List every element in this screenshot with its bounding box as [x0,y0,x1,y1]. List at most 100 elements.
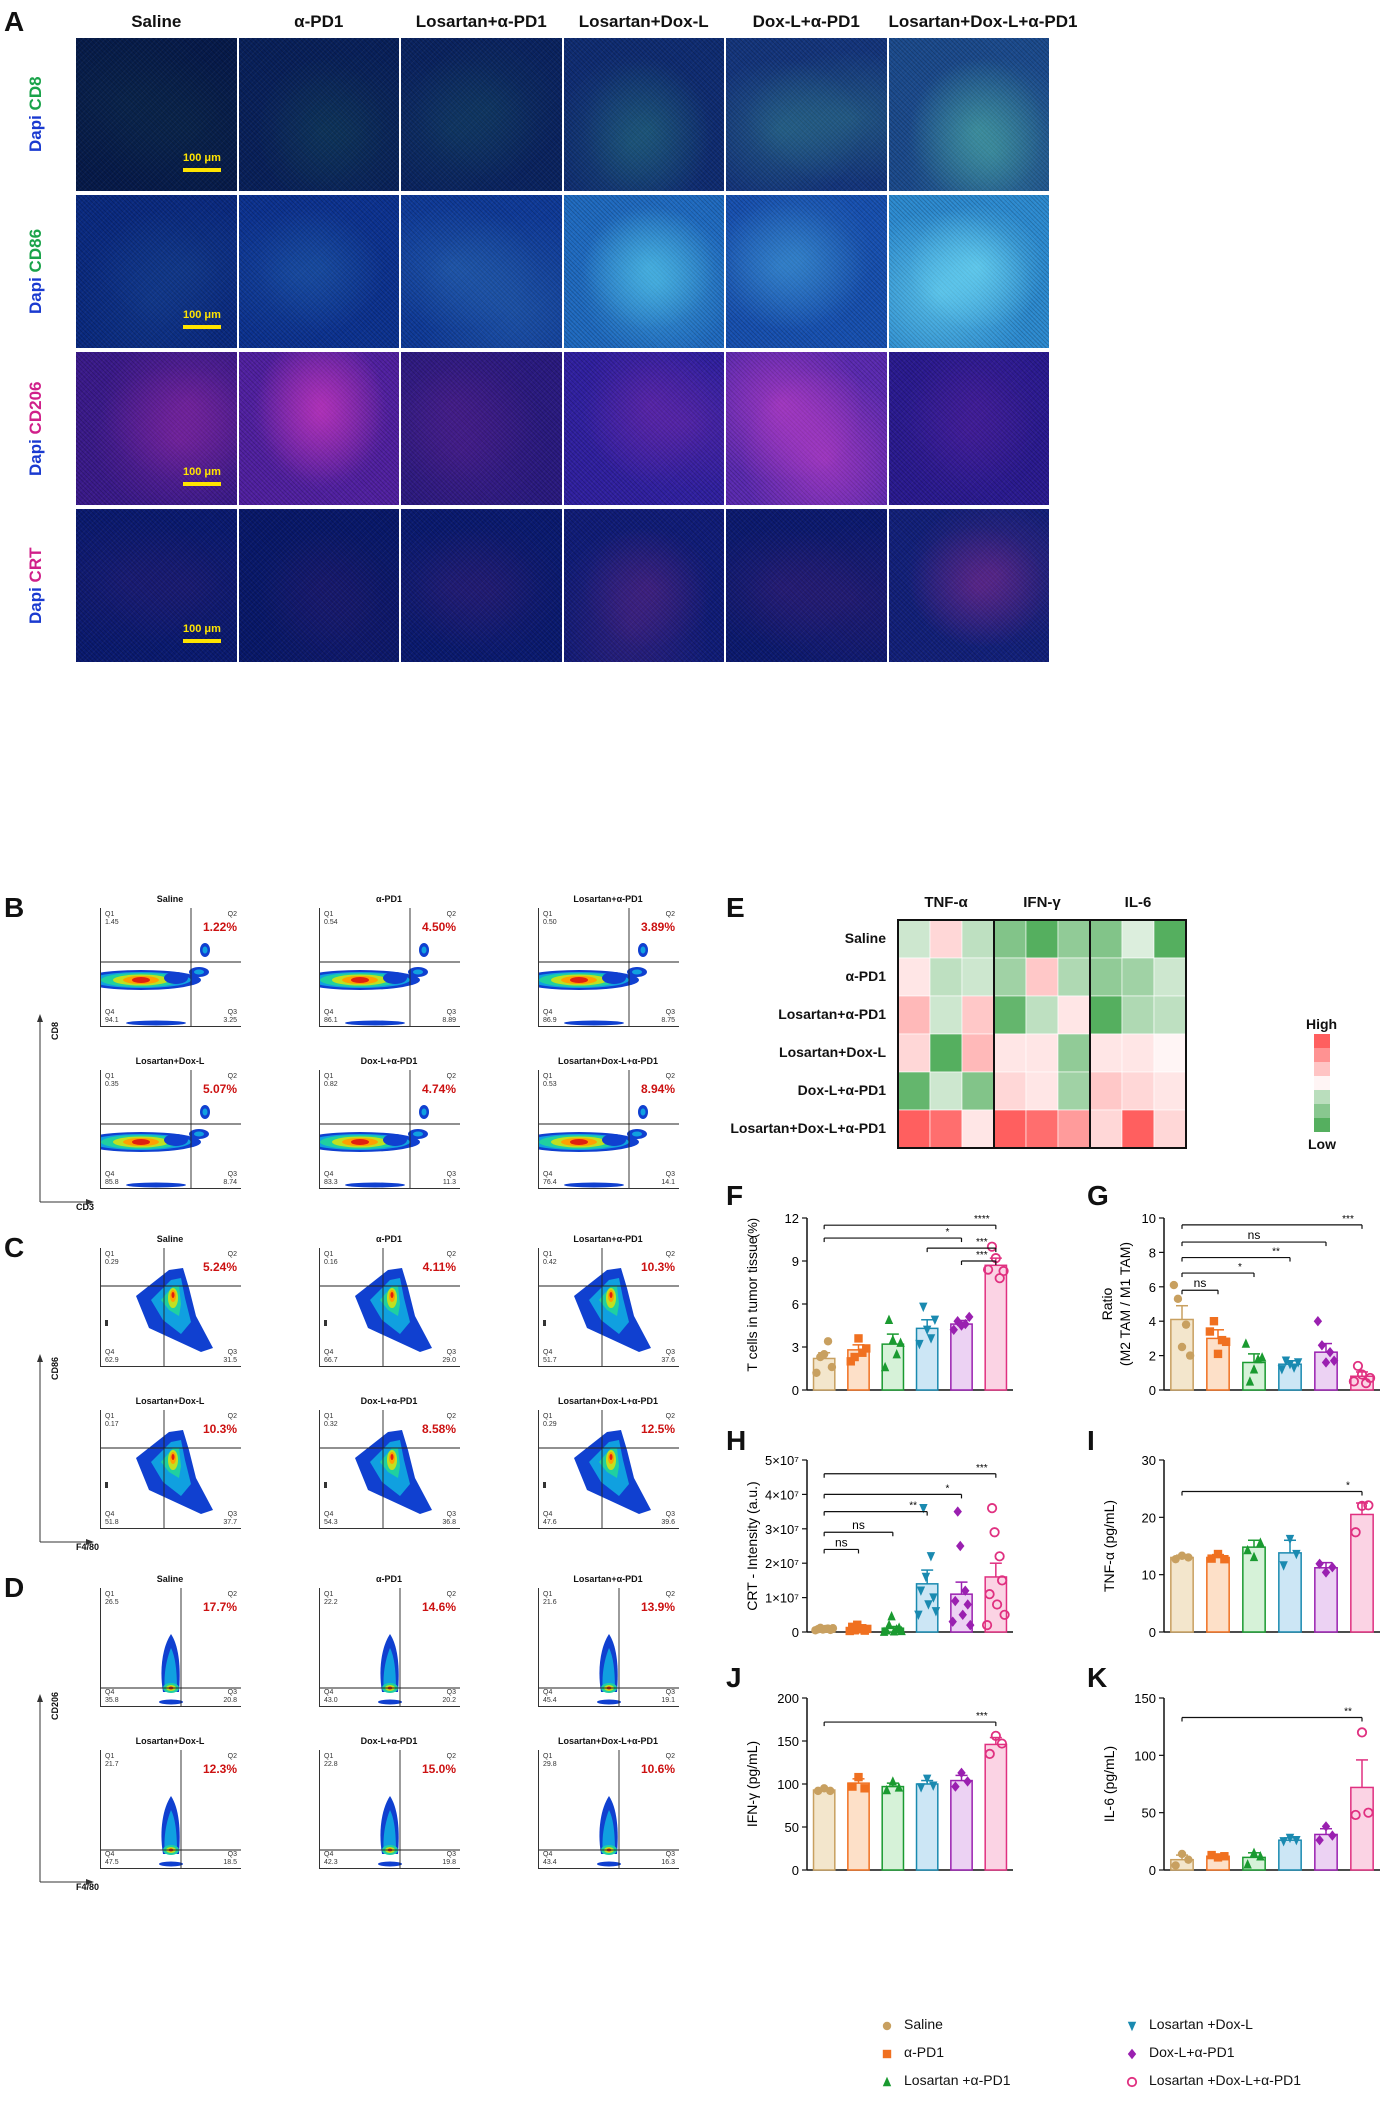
micrograph-tile [238,509,399,662]
quadrant-value-q3: 8.89 [442,1017,456,1024]
data-point [1293,1358,1303,1368]
data-point [1281,1356,1291,1366]
quadrant-value-q4: 51.8 [105,1519,119,1526]
quadrant-label-q2: Q2 [227,1753,237,1760]
micrograph-tile [563,38,724,191]
data-point [921,1572,931,1583]
microscopy-grid: Saline α-PD1 Losartan+α-PD1 Losartan+Dox-L D… [26,12,1393,872]
density-contour [383,972,407,984]
quadrant-label-q4: Q4 [543,1851,553,1858]
heatmap-row-label: Dox-L+α-PD1 [797,1082,886,1098]
data-point [953,1506,962,1517]
data-point [882,1784,891,1795]
significance-label: ns [1248,1228,1261,1242]
quadrant-value-q3: 39.6 [661,1519,675,1526]
flow-plot: Q1 0.42 Q2 10.3% Q4 51.7 Q3 37.6 [538,1248,679,1367]
data-point [991,1599,1003,1610]
quadrant-value-q4: 76.4 [543,1179,557,1186]
row-label-dapi: Dapi [26,582,45,624]
flow-plot: Q1 0.17 Q2 10.3% Q4 51.8 Q3 37.7 [100,1410,241,1529]
heatmap-cell [1057,919,1091,959]
data-point [1350,1527,1361,1538]
column-header-3: Losartan+Dox-L [578,12,709,31]
data-point [1243,1544,1252,1555]
data-point [812,1368,821,1377]
data-point [1317,1340,1327,1351]
quadrant-label-q2: Q2 [665,1251,675,1258]
quadrant-label-q4: Q4 [324,1689,334,1696]
data-point [896,1337,905,1347]
quadrant-value-q1: 0.32 [324,1421,338,1428]
quadrant-percent: 5.07% [202,1082,237,1096]
heatmap-cell [929,919,963,959]
heatmap-cell [929,1033,963,1073]
data-point [826,1786,835,1796]
density-contour [164,972,188,984]
significance-label: *** [1342,1214,1354,1225]
data-point [951,1781,960,1792]
scale-bar [183,639,221,643]
colorbar-step [1314,1034,1330,1048]
quadrant-value-q1: 22.2 [324,1599,338,1606]
heatmap-row-label: α-PD1 [845,968,886,984]
data-point [1220,1554,1229,1564]
y-arrowhead [37,1014,43,1022]
heatmap-cell [993,919,1027,959]
heatmap-cell [1025,1071,1059,1111]
quadrant-percent: 10.6% [640,1762,675,1776]
quadrant-value-q3: 8.75 [661,1017,675,1024]
density-contour [632,1131,642,1137]
heatmap-cell [993,995,1027,1035]
quadrant-label-q2: Q2 [446,1251,456,1258]
row-label-dapi: Dapi [26,110,45,153]
quadrant-label-q4: Q4 [324,1009,334,1016]
quadrant-value-q3: 20.2 [442,1697,456,1704]
data-point [984,1748,995,1760]
heatmap-cell [1121,957,1155,997]
heatmap-cell [1153,957,1187,997]
heatmap-cell [993,1109,1027,1149]
quadrant-label-q3: Q3 [446,1171,456,1178]
quadrant-label-q1: Q1 [543,1251,553,1258]
density-plot [101,1248,241,1366]
heatmap-cell [1153,1071,1187,1111]
quadrant-label-q3: Q3 [446,1851,456,1858]
bar [812,1789,836,1871]
flow-plot: Q1 0.50 Q2 3.89% Q4 86.9 Q3 8.75 [538,908,679,1027]
x-axis-label: F4/80 [76,1542,100,1552]
legend-marker [882,2076,892,2087]
data-point [853,1620,862,1629]
data-point [930,1315,940,1325]
y-tick-label: 12 [785,1211,799,1226]
data-point [848,1782,857,1791]
density-plot [101,1410,241,1528]
quadrant-value-q3: 36.8 [442,1519,456,1526]
chart-i: 0 10 20 30 TNF-α (pg/mL) * [1101,1453,1380,1640]
legend-label: Losartan +Dox-L [1149,2016,1253,2032]
heatmap-column-2: IL-6 [1124,894,1152,911]
flow-title: Saline [156,1234,184,1244]
quadrant-label-q1: Q1 [543,1073,553,1080]
data-point [981,1620,993,1631]
data-point [996,1575,1008,1586]
data-point [1292,1549,1301,1560]
data-point [1356,1369,1368,1380]
density-contour [413,969,423,975]
flow-title: Losartan+Dox-L [135,1396,205,1406]
quadrant-value-q1: 29.8 [543,1761,557,1768]
quadrant-label-q3: Q3 [665,1689,675,1696]
quadrant-label-q2: Q2 [446,1753,456,1760]
density-contour [609,1292,613,1298]
flow-plot: Q1 0.54 Q2 4.50% Q4 86.1 Q3 8.89 [319,908,460,1027]
heatmap-cell [1153,1033,1187,1073]
x-arrowhead [86,1879,94,1885]
quadrant-label-q2: Q2 [227,1251,237,1258]
quadrant-value-q1: 0.53 [543,1081,557,1088]
heatmap-cell [1057,995,1091,1035]
heatmap-cell [1121,1109,1155,1149]
quadrant-label-q2: Q2 [227,1073,237,1080]
y-tick-label: 0 [792,1383,799,1398]
quadrant-percent: 3.89% [640,920,675,934]
flow-panel-b: Saline Q1 1.45 Q2 1.22% Q4 94.1 Q3 3.25 α-PD1 Q1 0.… [30,890,700,1220]
column-header-5: Losartan+Dox-L+α-PD1 [888,12,1078,31]
